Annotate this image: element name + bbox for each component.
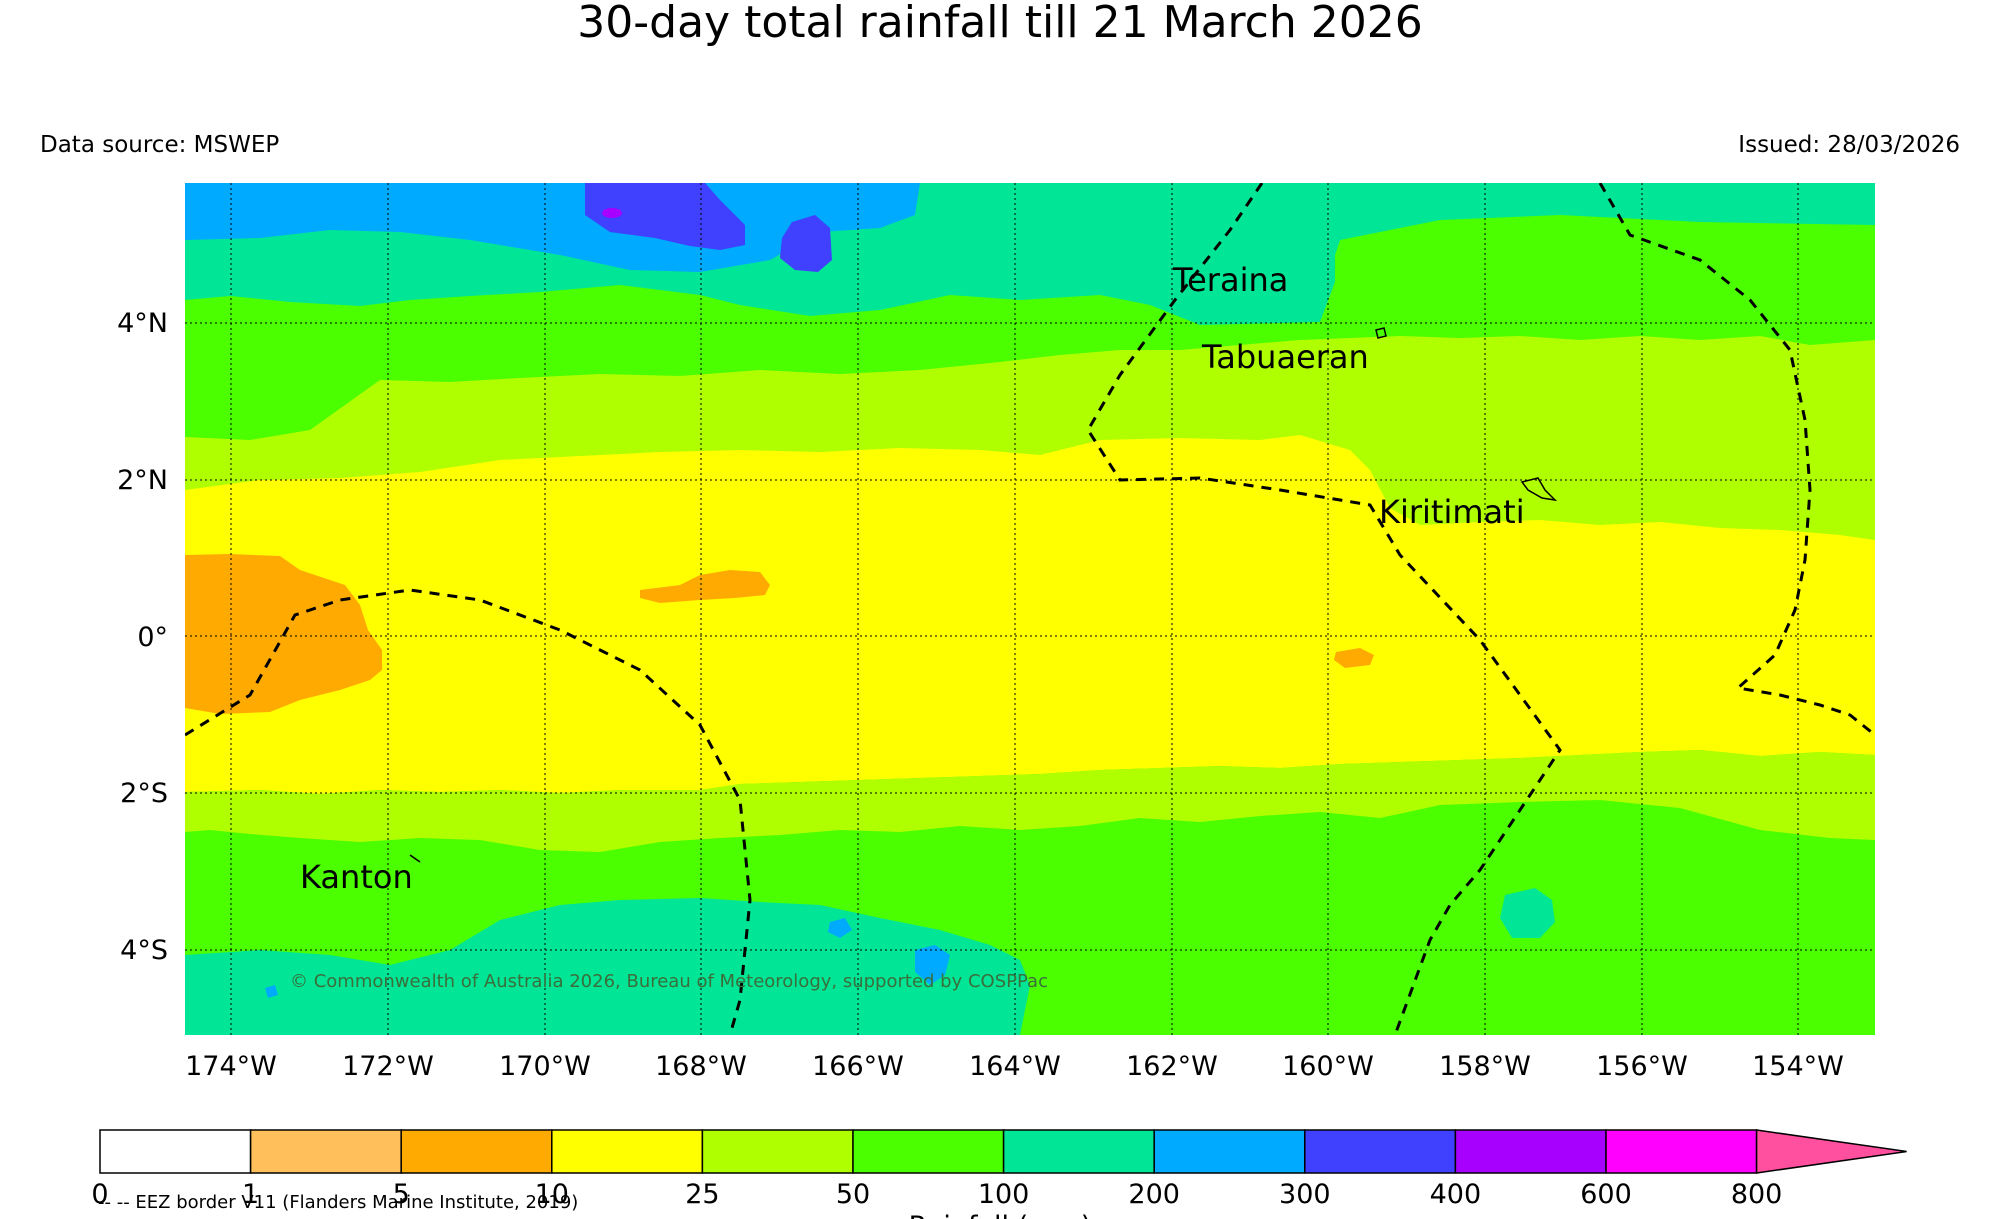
colorbar-segment xyxy=(1304,1129,1457,1174)
map-title: 30-day total rainfall till 21 March 2026 xyxy=(577,0,1422,48)
colorbar-tick-label: 1 xyxy=(242,1179,259,1210)
colorbar-label: Rainfall (mm) xyxy=(909,1211,1092,1219)
colorbar-tick-label: 0 xyxy=(91,1179,108,1210)
lon-label: 160°W xyxy=(1282,1051,1374,1082)
colorbar-segment xyxy=(852,1129,1005,1174)
colorbar-tick-label: 100 xyxy=(978,1179,1030,1210)
band-5-10-central xyxy=(640,570,770,603)
band-100-200-south xyxy=(185,898,1030,1035)
colorbar-segment xyxy=(249,1129,402,1174)
kiritimati-outline xyxy=(1520,477,1558,502)
lon-label: 172°W xyxy=(342,1051,434,1082)
colorbar-segment xyxy=(1454,1129,1607,1174)
lon-label: 156°W xyxy=(1596,1051,1688,1082)
colorbar-segment xyxy=(400,1129,553,1174)
lat-label: 4°S xyxy=(120,935,168,966)
band-300-400-north xyxy=(585,183,745,250)
colorbar-extend-arrow xyxy=(1755,1129,1907,1174)
longitude-labels: 174°W 172°W 170°W 168°W 166°W 164°W 162°… xyxy=(185,1051,1844,1082)
colorbar-tick-label: 25 xyxy=(685,1179,719,1210)
lon-label: 166°W xyxy=(812,1051,904,1082)
place-label-teraina: Teraina xyxy=(1172,261,1288,299)
tabuaeran-outline xyxy=(1375,327,1387,339)
colorbar-segment xyxy=(1002,1129,1155,1174)
colorbar-segment xyxy=(701,1129,854,1174)
band-5-10-east xyxy=(1334,648,1374,668)
lon-label: 158°W xyxy=(1439,1051,1531,1082)
colorbar-tick-label: 5 xyxy=(393,1179,410,1210)
band-200-300-spot xyxy=(915,945,950,985)
eez-border-note: -- -- EEZ border V11 (Flanders Marine In… xyxy=(98,1192,578,1213)
band-400-600-spot xyxy=(602,208,622,218)
lat-label: 2°N xyxy=(117,465,168,496)
lon-label: 168°W xyxy=(655,1051,747,1082)
copyright-note: © Commonwealth of Australia 2026, Bureau… xyxy=(290,971,1048,992)
colorbar-tick-label: 400 xyxy=(1430,1179,1482,1210)
colorbar-segment xyxy=(1153,1129,1306,1174)
colorbar-segment xyxy=(551,1129,704,1174)
place-label-kiritimati: Kiritimati xyxy=(1379,493,1525,531)
lon-label: 164°W xyxy=(969,1051,1061,1082)
place-label-kanton: Kanton xyxy=(300,858,413,896)
colorbar-tick-label: 10 xyxy=(535,1179,569,1210)
colorbar-tick-label: 300 xyxy=(1279,1179,1331,1210)
graticule xyxy=(185,183,1875,1035)
colorbar-segment xyxy=(99,1129,252,1174)
band-100-200-northeast xyxy=(1555,183,1875,215)
rainfall-map: Teraina Tabuaeran Kiritimati Kanton © Co… xyxy=(185,183,1875,1035)
lat-label: 2°S xyxy=(120,778,168,809)
latitude-labels: 4°N 2°N 0° 2°S 4°S xyxy=(117,308,168,966)
colorbar: 0 1 5 10 25 50 100 200 300 400 600 800 xyxy=(91,1129,1907,1210)
kanton-outline xyxy=(409,854,421,863)
band-100-200-island xyxy=(1500,888,1555,938)
issued-date-label: Issued: 28/03/2026 xyxy=(1738,132,1960,158)
band-200-300-north xyxy=(185,183,920,272)
eez-border xyxy=(185,183,1875,1035)
colorbar-tick-label: 50 xyxy=(836,1179,870,1210)
data-source-label: Data source: MSWEP xyxy=(40,132,279,158)
lat-label: 4°N xyxy=(117,308,168,339)
band-200-300-spot xyxy=(265,985,278,998)
lon-label: 154°W xyxy=(1752,1051,1844,1082)
lat-label: 0° xyxy=(137,622,168,653)
lon-label: 162°W xyxy=(1126,1051,1218,1082)
band-300-400-blob xyxy=(780,215,832,272)
colorbar-tick-label: 800 xyxy=(1731,1179,1783,1210)
lon-label: 170°W xyxy=(499,1051,591,1082)
band-25-50-south xyxy=(185,750,1875,852)
place-label-tabuaeran: Tabuaeran xyxy=(1201,338,1369,376)
colorbar-segment xyxy=(1605,1129,1758,1174)
band-10-25-equatorial xyxy=(185,435,1875,794)
lon-label: 174°W xyxy=(185,1051,277,1082)
colorbar-tick-label: 600 xyxy=(1580,1179,1632,1210)
colorbar-tick-label: 200 xyxy=(1128,1179,1180,1210)
band-200-300-spot xyxy=(828,918,852,938)
